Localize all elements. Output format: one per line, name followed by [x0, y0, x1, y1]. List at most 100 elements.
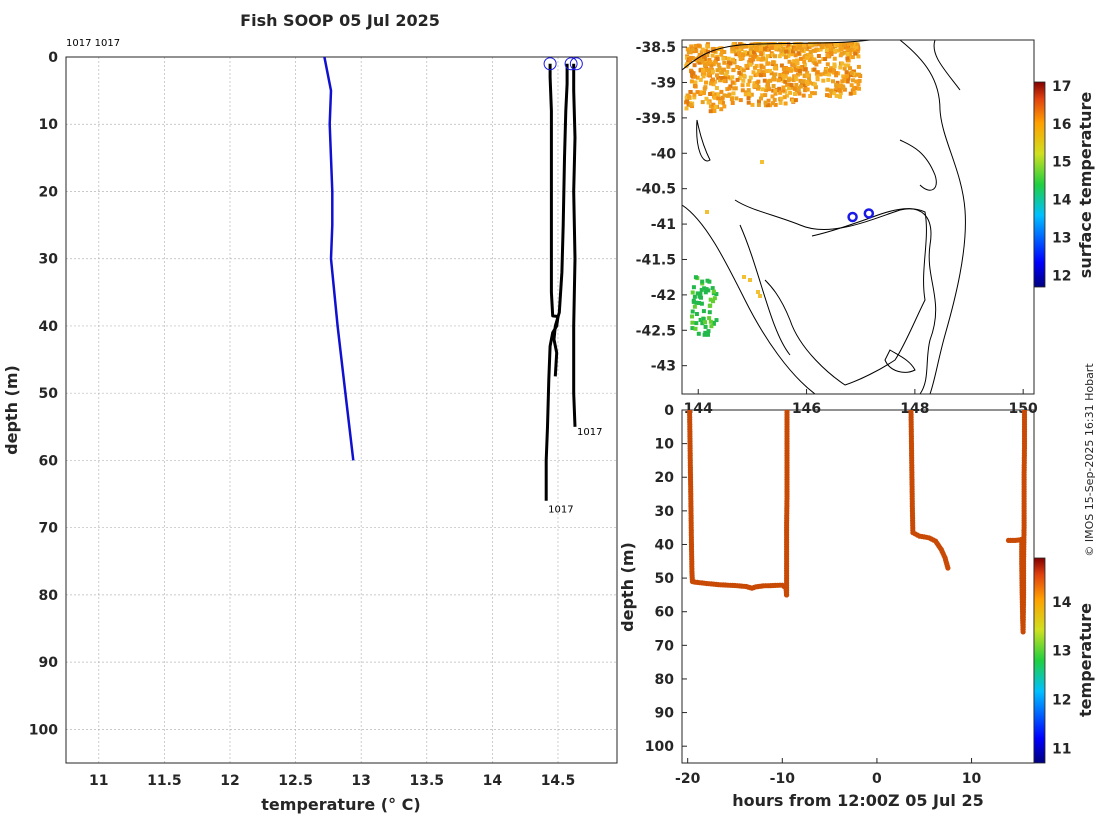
sst-pixel — [803, 73, 808, 78]
sst-pixel — [716, 92, 721, 97]
sst-pixel — [850, 55, 855, 60]
sst-pixel — [740, 88, 745, 93]
sst-pixel — [779, 63, 784, 68]
sst-pixel — [774, 43, 779, 47]
profile-axes-frame — [65, 56, 618, 764]
map-y-tick-label: -40.5 — [636, 182, 676, 198]
depth-time-x-ticks: -20 -10 0 10 — [675, 758, 982, 787]
sst-pixel — [712, 95, 717, 100]
sst-pixel — [837, 48, 841, 53]
start-marker — [564, 57, 578, 71]
sst-pixel — [752, 81, 757, 86]
sst-pixel — [753, 65, 757, 70]
map-y-tick-label: -43 — [651, 359, 676, 375]
sst-pixel — [740, 83, 745, 88]
sst-pixel — [731, 47, 736, 52]
sst-pixel — [685, 62, 690, 67]
map-colorbar-tick: 15 — [1052, 155, 1071, 171]
map-colorbar-label: surface temperature — [1076, 92, 1095, 279]
sst-pixel — [842, 77, 847, 82]
sst-pixel — [820, 42, 825, 47]
time-colorbar-tick: 14 — [1052, 595, 1072, 611]
time-x-tick-label: -20 — [675, 771, 701, 787]
sst-pixel — [852, 69, 856, 74]
sst-pixel-green — [708, 319, 713, 324]
sst-pixel — [771, 101, 775, 106]
sst-pixel — [851, 85, 856, 90]
sst-pixel — [706, 100, 711, 105]
sst-pixel — [812, 91, 817, 96]
sst-pixel — [776, 78, 781, 83]
sst-pixel — [799, 66, 804, 71]
sst-pixel — [722, 104, 727, 109]
sst-pixel-green — [711, 299, 715, 304]
sst-pixel — [770, 94, 775, 99]
sst-pixel — [722, 50, 727, 54]
sst-pixel — [790, 52, 795, 57]
sst-pixel — [708, 109, 713, 114]
shelf-contour-west — [682, 204, 816, 394]
sst-pixel — [687, 94, 692, 99]
sst-pixel — [727, 86, 732, 91]
sst-pixel — [704, 96, 709, 101]
sst-pixel — [763, 57, 768, 62]
map-stations — [847, 208, 875, 223]
sst-pixel-green — [698, 291, 703, 296]
sst-pixel — [763, 100, 768, 105]
sst-pixel — [773, 102, 778, 107]
sst-pixel — [785, 70, 789, 75]
sst-pixel — [725, 93, 730, 98]
sst-pixel-green — [690, 309, 695, 314]
sst-pixel — [753, 73, 758, 78]
sst-pixel — [802, 59, 807, 64]
sst-pixel — [823, 69, 828, 74]
y-axis-label: depth (m) — [2, 365, 21, 455]
sst-pixel — [826, 77, 831, 82]
sst-pixel — [703, 48, 708, 53]
sst-pixel — [765, 82, 770, 86]
sst-pixel — [747, 44, 752, 49]
sst-pixel — [768, 78, 773, 83]
sst-pixel-green — [690, 320, 695, 325]
sst-pixel — [721, 67, 726, 72]
sst-pixel — [812, 67, 817, 72]
sst-pixel — [715, 68, 720, 73]
sst-pixel-green — [701, 309, 706, 314]
map-y-tick-label: -40 — [651, 146, 677, 162]
sst-pixel — [699, 50, 704, 55]
sst-pixel — [777, 44, 782, 49]
sst-pixel — [856, 54, 861, 59]
sst-pixel — [804, 80, 809, 84]
sst-pixel — [685, 47, 690, 52]
sst-pixel — [782, 95, 787, 100]
sst-pixel — [762, 73, 766, 77]
sst-pixel — [741, 68, 746, 73]
sst-pixel — [720, 50, 724, 54]
y-tick-label: 20 — [39, 184, 59, 200]
sst-pixel — [734, 96, 739, 101]
sst-pixel — [777, 54, 782, 59]
sst-pixel — [753, 53, 757, 58]
data-point — [945, 565, 951, 571]
sst-pixel — [825, 93, 829, 98]
sst-pixel — [728, 61, 733, 66]
sst-pixel — [730, 75, 735, 80]
sst-pixel — [737, 42, 742, 47]
sst-pixel — [848, 91, 853, 96]
sst-pixel — [788, 47, 792, 52]
station-marker — [863, 208, 875, 219]
sst-pixel — [714, 92, 719, 97]
sst-pixel — [700, 47, 705, 52]
sst-pixel — [839, 47, 844, 52]
sst-pixel — [738, 57, 743, 61]
sst-pixel-green — [702, 286, 707, 291]
time-y-axis-label: depth (m) — [618, 542, 637, 632]
chart-title: Fish SOOP 05 Jul 2025 — [240, 11, 440, 30]
sst-pixel — [850, 47, 855, 52]
sst-pixel — [765, 103, 770, 108]
sst-pixel-green — [694, 300, 699, 305]
sst-pixel — [773, 54, 777, 59]
time-x-tick-label: 10 — [962, 771, 982, 787]
sst-pixel — [706, 71, 711, 76]
